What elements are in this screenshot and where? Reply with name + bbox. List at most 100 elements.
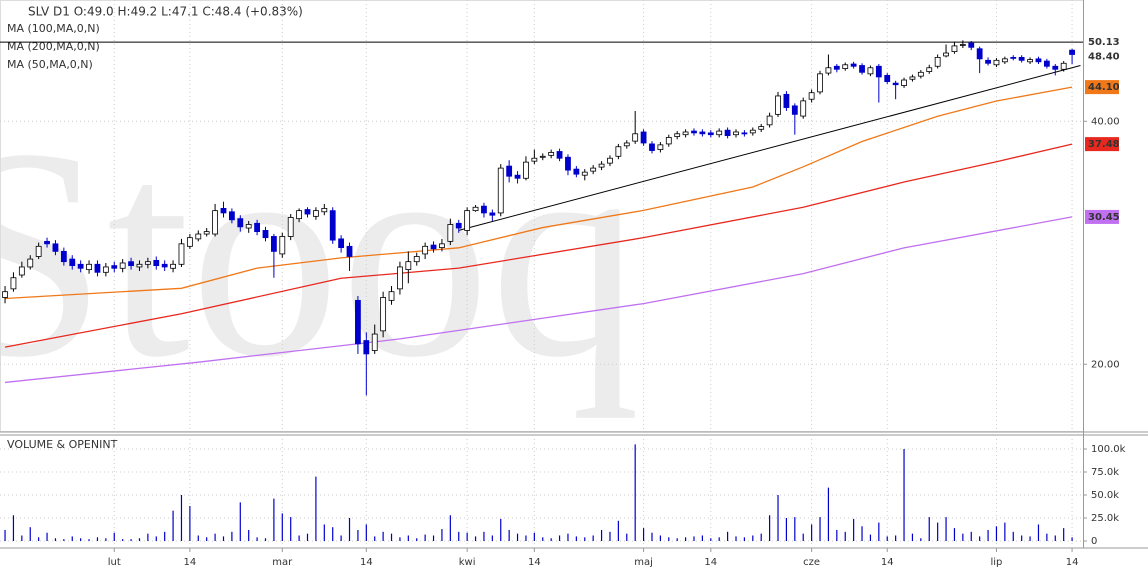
candle-body (86, 263, 92, 271)
x-tick-label: 14 (881, 557, 894, 568)
candle-body (909, 76, 916, 80)
y-tick-label: 50.0k (1091, 490, 1119, 501)
candle-body (35, 245, 42, 257)
candle-body (758, 126, 765, 130)
candle-body (102, 266, 109, 273)
candle-body (875, 65, 882, 78)
candle-body (388, 291, 395, 301)
candle-body (825, 67, 832, 74)
candle-body (783, 93, 790, 108)
candle-body (363, 340, 370, 355)
price-tag-label: 44.10 (1088, 82, 1120, 93)
candle-body (514, 174, 521, 179)
candle-body (884, 74, 891, 82)
y-tick-label: 75.0k (1091, 467, 1119, 478)
candle-body (69, 258, 76, 267)
candle-body (464, 210, 471, 231)
candle-body (279, 236, 286, 255)
candle-body (674, 133, 681, 137)
candle-body (186, 237, 193, 247)
candle-body (422, 245, 429, 255)
candle-body (1043, 60, 1050, 67)
price-tag-box (1085, 137, 1119, 152)
price-tag: 50.13 (1085, 35, 1120, 50)
candle-body (245, 224, 252, 229)
candle-body (44, 240, 50, 245)
y-tick-label: 20.00 (1091, 359, 1120, 370)
candle-body (800, 100, 807, 117)
candle-body (665, 137, 672, 145)
candle-body (901, 79, 907, 86)
candle-body (355, 299, 361, 345)
candle-body (212, 210, 218, 235)
x-tick-label: maj (634, 557, 653, 568)
candle-body (136, 263, 143, 268)
candle-body (691, 130, 697, 134)
price-tag-label: 30.45 (1088, 212, 1120, 223)
price-tag: 37.48 (1085, 137, 1120, 152)
candle-body (237, 218, 244, 228)
x-tick-label: 14 (528, 557, 541, 568)
candle-body (741, 132, 748, 135)
candle-body (77, 263, 84, 269)
candle-body (892, 82, 899, 86)
candle-body (304, 209, 311, 215)
panel-title: VOLUME & OPENINT (7, 438, 118, 451)
candle-body (271, 236, 277, 252)
price-tag: 48.40 (1085, 49, 1120, 64)
axis-labels: lut 14 mar 14 kwi 14 maj 14 cze 14 lip 14 20.00 40.00… (108, 116, 1126, 568)
candle-body (439, 243, 445, 248)
candle-body (649, 143, 655, 151)
candle-body (455, 222, 462, 229)
candle-body (531, 157, 538, 162)
candle-body (1001, 58, 1008, 63)
candle-body (539, 155, 546, 158)
candle-body (346, 245, 353, 257)
y-tick-label: 0 (1091, 536, 1097, 547)
candle-body (657, 144, 664, 150)
candle-body (405, 261, 412, 271)
x-tick-label: cze (803, 557, 820, 568)
candle-body (1052, 65, 1059, 70)
x-tick-label: 14 (184, 557, 197, 568)
candle-body (859, 65, 865, 73)
candle-body (2, 291, 8, 298)
price-tag-box (1085, 80, 1119, 95)
legend-entry: MA (100,MA,0,N) (7, 22, 100, 35)
candle-body (481, 205, 487, 214)
candle-body (724, 129, 731, 137)
candle-body (170, 263, 176, 269)
candle-body (489, 212, 496, 216)
legend-entry: MA (200,MA,0,N) (7, 40, 100, 53)
candle-body (1035, 58, 1042, 63)
candle-body (329, 210, 336, 241)
candle-body (161, 263, 168, 268)
candle-body (228, 211, 235, 221)
candle-body (254, 222, 260, 233)
candle-body (716, 130, 723, 136)
candle-body (371, 333, 378, 351)
candle-body (413, 256, 420, 263)
candle-body (951, 45, 958, 53)
candle-body (867, 67, 874, 75)
candle-body (775, 95, 781, 115)
chart-title: SLV D1 O:49.0 H:49.2 L:47.1 C:48.4 (+0.8… (28, 5, 303, 19)
candle-body (94, 263, 101, 273)
candle-body (10, 277, 17, 290)
x-tick-label: 14 (1066, 557, 1079, 568)
candle-body (926, 67, 933, 72)
price-tag: 30.45 (1085, 209, 1120, 224)
candle-body (1060, 62, 1067, 70)
candle-body (565, 156, 571, 171)
candle-body (1027, 59, 1033, 63)
candle-body (817, 73, 823, 93)
price-tag: 44.10 (1085, 80, 1120, 95)
candle-body (943, 52, 949, 57)
candle-body (850, 63, 857, 67)
candle-body (195, 233, 202, 240)
candle-body (397, 266, 403, 290)
candle-body (313, 210, 319, 217)
x-tick-label: lut (108, 557, 121, 568)
price-tag-label: 37.48 (1088, 139, 1120, 150)
